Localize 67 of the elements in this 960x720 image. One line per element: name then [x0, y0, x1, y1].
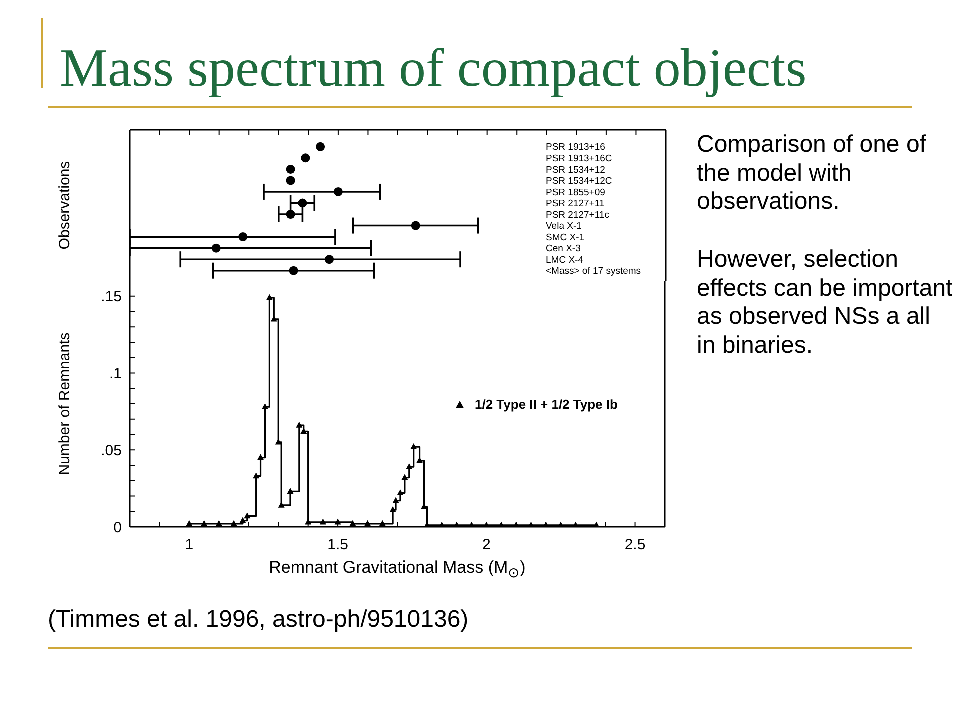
point — [334, 187, 343, 196]
point — [262, 403, 268, 410]
y-tick-label: PSR 1534+12C — [546, 176, 612, 188]
point — [238, 232, 248, 242]
point — [325, 255, 334, 264]
point — [316, 142, 326, 152]
legend-label: 1/2 Type II + 1/2 Type Ib — [475, 397, 618, 412]
y-tick-label: <Mass> of 17 systems — [546, 266, 642, 278]
point — [212, 244, 221, 253]
y-tick-label: PSR 1913+16 — [546, 142, 606, 154]
point — [286, 176, 296, 186]
y-tick-label: .15 — [101, 288, 122, 306]
point — [320, 518, 326, 525]
point — [258, 454, 264, 460]
y-tick-label: Vela X-1 — [546, 221, 582, 232]
point — [275, 438, 282, 445]
point — [286, 210, 296, 220]
point — [379, 520, 386, 526]
point — [397, 490, 404, 496]
x-tick-label: 1 — [185, 536, 194, 554]
y-axis-title: Number of Remnants — [56, 332, 74, 476]
text: Comparison of one of the model with observations. — [697, 131, 928, 218]
point — [286, 164, 296, 174]
text: However, selection effects can be important as observed NSs a all in binaries. — [697, 246, 954, 361]
point — [296, 422, 303, 428]
y-tick-label: PSR 2127+11c — [546, 210, 610, 221]
point — [240, 517, 246, 524]
point — [298, 198, 308, 208]
x-tick-label: 2 — [482, 536, 491, 554]
y-tick-label: LMC X-4 — [546, 254, 584, 266]
point — [334, 518, 342, 525]
x-axis-title: Remnant Gravitational Mass (M$_{⊙}$) — [268, 558, 527, 582]
point — [410, 443, 418, 450]
point — [402, 474, 408, 480]
point — [350, 520, 356, 526]
y-tick-label: .05 — [101, 442, 122, 460]
point — [230, 520, 238, 526]
point — [300, 428, 308, 434]
x-tick-label: 1.5 — [328, 536, 348, 554]
y-tick-label: PSR 1855+09 — [546, 187, 606, 198]
point — [216, 520, 222, 526]
point — [411, 221, 420, 230]
y-tick-label: .1 — [109, 366, 122, 383]
y-tick-label: Cen X-3 — [546, 244, 581, 255]
point — [406, 463, 413, 470]
chart-title: Mass spectrum of compact objects — [60, 38, 807, 98]
y-tick-label: PSR 1534+12 — [546, 164, 606, 176]
point — [270, 316, 278, 322]
y-tick-label: PSR 1913+16C — [546, 153, 612, 164]
point — [244, 512, 251, 519]
point — [392, 497, 400, 504]
y-tick-label: PSR 2127+11 — [546, 198, 605, 210]
point — [266, 294, 273, 300]
point — [364, 520, 372, 526]
y-axis-title: Observations — [56, 161, 74, 250]
point — [289, 266, 298, 276]
point — [390, 506, 396, 512]
point — [287, 488, 294, 494]
text: (Timmes et al. 1996, astro-ph/9510136) — [48, 606, 470, 635]
point — [305, 518, 312, 525]
y-tick-label: SMC X-1 — [546, 232, 585, 244]
x-tick-label: 2.5 — [624, 536, 646, 554]
point — [253, 472, 260, 479]
point — [201, 520, 208, 526]
point — [301, 154, 310, 163]
y-tick-label: 0 — [114, 519, 122, 536]
point — [278, 502, 285, 508]
